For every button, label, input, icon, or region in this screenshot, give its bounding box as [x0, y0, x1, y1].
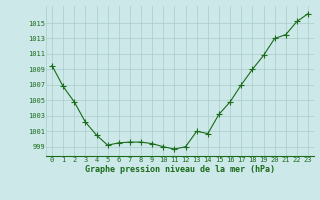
- X-axis label: Graphe pression niveau de la mer (hPa): Graphe pression niveau de la mer (hPa): [85, 165, 275, 174]
